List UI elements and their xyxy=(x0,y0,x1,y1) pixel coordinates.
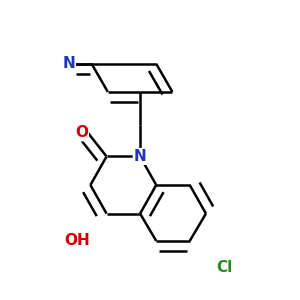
Text: O: O xyxy=(75,125,88,140)
Text: N: N xyxy=(62,56,75,71)
Text: Cl: Cl xyxy=(216,260,232,275)
Text: N: N xyxy=(134,149,146,164)
Text: OH: OH xyxy=(65,233,90,248)
